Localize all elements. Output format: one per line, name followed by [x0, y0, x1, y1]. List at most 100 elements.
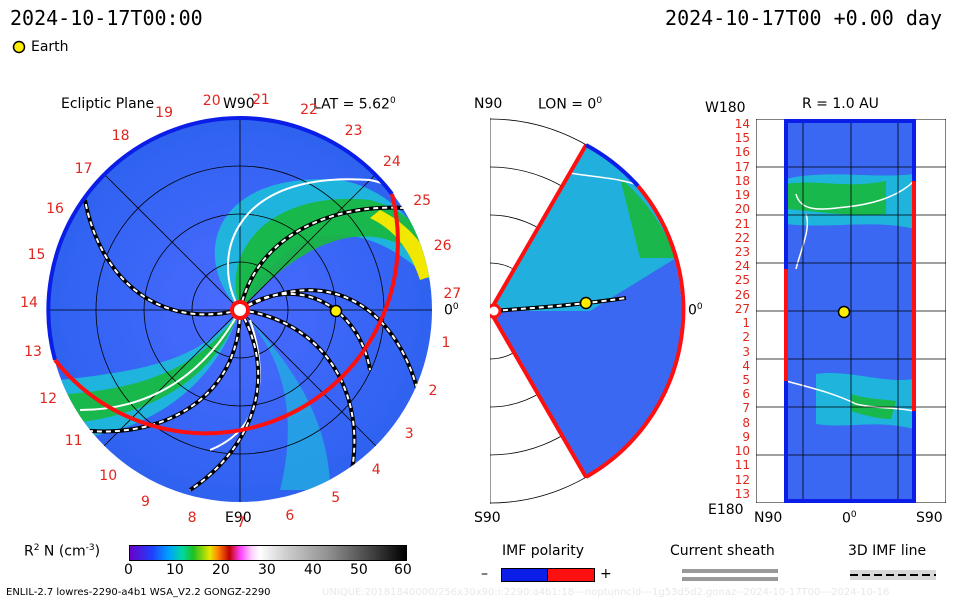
- imf-minus: –: [481, 566, 488, 582]
- ecliptic-number-12: 12: [39, 391, 58, 408]
- ecliptic-number-8: 8: [187, 510, 197, 527]
- radial-left-tick-12: 12: [734, 472, 750, 487]
- imf-line-swatch: [850, 570, 936, 580]
- radial-left-tick-24: 24: [734, 259, 750, 274]
- boundary-negative-arc: [46, 116, 241, 361]
- ecliptic-number-25: 25: [413, 193, 432, 210]
- meridional-top-label: N90: [474, 96, 503, 112]
- radial-left-tick-8: 8: [742, 415, 750, 430]
- radial-left-tick-20: 20: [734, 202, 750, 217]
- ecliptic-number-ring: 1 2 3 4 5 6 7 8 9 10 11 12 13 14 15 16 17 18 19 20 21 22 23 24 2…: [0, 0, 461, 531]
- lat-degree: 0: [389, 96, 396, 106]
- footer-right: UNIQUE:20181840000/256x30x90:i:2290:a4b1…: [322, 587, 890, 598]
- meridional-edge-bottom: [490, 309, 588, 479]
- ecliptic-number-16: 16: [46, 201, 64, 218]
- radial-left-tick-16: 16: [734, 145, 750, 160]
- colorbar-tick-50: 50: [350, 562, 368, 578]
- radial-tick-s90: S90: [916, 510, 943, 526]
- radial-stream-upper-core: [786, 181, 886, 215]
- radial-left-tick-3: 3: [742, 344, 750, 359]
- radial-tick-zero-deg: 0: [850, 510, 857, 520]
- streamer-upper-peak: [370, 210, 432, 280]
- colorbar-label: R2 N (cm-3): [24, 543, 100, 560]
- radial-left-tick-22: 22: [734, 230, 750, 245]
- radial-left-tick-2: 2: [742, 330, 750, 345]
- ecliptic-number-26: 26: [433, 237, 452, 254]
- lon-degree: 0: [596, 96, 603, 106]
- colorbar-unit-sup: -3: [85, 543, 95, 553]
- ecliptic-number-4: 4: [371, 462, 381, 479]
- colorbar: [129, 545, 407, 561]
- current-sheath-swatch-1: [682, 569, 778, 573]
- radial-left-tick-19: 19: [734, 188, 750, 203]
- meridional-right-label: 00: [688, 302, 703, 319]
- radial-left-tick-26: 26: [734, 287, 750, 302]
- radial-left-tick-7: 7: [742, 401, 750, 416]
- radial-left-tick-11: 11: [734, 458, 750, 473]
- radial-left-tick-14: 14: [734, 117, 750, 131]
- radial-left-tick-15: 15: [734, 131, 750, 146]
- ecliptic-number-14: 14: [20, 295, 38, 312]
- colorbar-label-sup: 2: [33, 543, 40, 553]
- ecliptic-number-15: 15: [27, 246, 46, 263]
- radial-left-tick-5: 5: [742, 373, 750, 387]
- radial-left-tick-9: 9: [742, 429, 750, 444]
- radial-bottom-left: E180: [708, 502, 744, 518]
- radial-sheath-lines: [785, 180, 915, 412]
- imf-polarity-title: IMF polarity: [502, 543, 585, 559]
- radial-left-tick-1: 1: [742, 316, 750, 331]
- ecliptic-number-7: 7: [236, 514, 246, 531]
- radial-tick-zero-value: 0: [842, 510, 851, 527]
- meridional-sun-icon: [490, 303, 502, 319]
- earth-marker-icon: [12, 40, 26, 54]
- ecliptic-number-1: 1: [441, 335, 451, 352]
- lon-value: LON = 0: [538, 96, 597, 113]
- meridional-arc-negative: [585, 143, 640, 188]
- radial-earth-icon: [837, 305, 851, 319]
- colorbar-label-unit: N (cm: [43, 543, 86, 560]
- earth-label: Earth: [31, 39, 69, 55]
- ecliptic-number-20: 20: [202, 93, 221, 110]
- meridional-earth-icon: [579, 296, 593, 310]
- ecliptic-number-18: 18: [111, 128, 130, 145]
- colorbar-label-r: R: [24, 543, 34, 560]
- boundary-negative-arc-2: [239, 116, 394, 196]
- current-sheath-title: Current sheath: [670, 543, 775, 559]
- meridional-plot: [490, 118, 686, 504]
- radial-left-tick-21: 21: [734, 216, 750, 231]
- ecliptic-title: Ecliptic Plane: [61, 96, 155, 112]
- datetime-left: 2024-10-17T00:00: [10, 6, 203, 30]
- imf-line-swatch-dash: [850, 574, 936, 576]
- colorbar-tick-20: 20: [212, 562, 230, 578]
- ecliptic-right-label: 00: [444, 302, 459, 319]
- ecliptic-number-24: 24: [382, 154, 401, 171]
- meridional-bottom-label: S90: [474, 510, 501, 526]
- ecliptic-number-11: 11: [64, 433, 83, 450]
- ecliptic-plane-plot: [46, 116, 432, 502]
- radial-left-tick-27: 27: [734, 301, 750, 316]
- boundary-positive-arc: [53, 193, 400, 436]
- meridional-imf-line-dash: [493, 297, 627, 312]
- meridional-stream: [490, 145, 676, 311]
- colorbar-label-end: ): [94, 543, 101, 560]
- imf-line-title: 3D IMF line: [848, 543, 927, 559]
- radial-tick-zero: 00: [842, 510, 857, 527]
- ecliptic-number-13: 13: [24, 344, 42, 361]
- radial-left-tick-25: 25: [734, 273, 750, 288]
- lat-label: LAT = 5.620: [313, 96, 396, 113]
- radial-left-tick-6: 6: [742, 387, 750, 402]
- ecliptic-number-3: 3: [404, 425, 414, 442]
- ecliptic-top-label: W90: [223, 96, 255, 112]
- ecliptic-number-23: 23: [344, 123, 363, 140]
- radial-left-tick-10: 10: [734, 444, 750, 459]
- meridional-arc-positive: [585, 184, 686, 479]
- imf-negative-swatch: [501, 568, 549, 582]
- ecliptic-number-22: 22: [300, 102, 318, 119]
- colorbar-tick-30: 30: [258, 562, 276, 578]
- ecliptic-number-6: 6: [285, 508, 295, 525]
- radial-left-tick-18: 18: [734, 173, 750, 188]
- lon-label: LON = 00: [538, 96, 602, 113]
- streamer-lower-core: [52, 310, 240, 425]
- ecliptic-number-9: 9: [141, 494, 150, 511]
- colorbar-tick-60: 60: [394, 562, 412, 578]
